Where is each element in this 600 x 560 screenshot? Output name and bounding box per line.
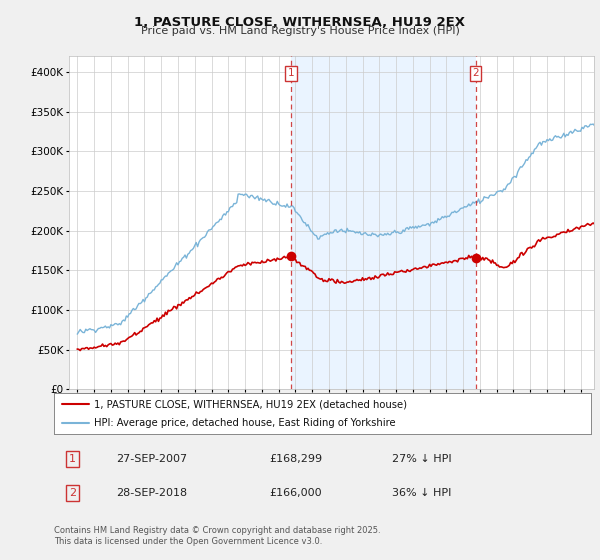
Text: 2: 2 — [472, 68, 479, 78]
Text: £166,000: £166,000 — [269, 488, 322, 498]
Text: £168,299: £168,299 — [269, 454, 322, 464]
Text: 1: 1 — [69, 454, 76, 464]
Text: Price paid vs. HM Land Registry's House Price Index (HPI): Price paid vs. HM Land Registry's House … — [140, 26, 460, 36]
Text: 36% ↓ HPI: 36% ↓ HPI — [392, 488, 452, 498]
Text: Contains HM Land Registry data © Crown copyright and database right 2025.
This d: Contains HM Land Registry data © Crown c… — [54, 526, 380, 546]
Text: 2: 2 — [69, 488, 76, 498]
Text: 1, PASTURE CLOSE, WITHERNSEA, HU19 2EX: 1, PASTURE CLOSE, WITHERNSEA, HU19 2EX — [134, 16, 466, 29]
Text: 27% ↓ HPI: 27% ↓ HPI — [392, 454, 452, 464]
Text: 1: 1 — [288, 68, 295, 78]
Bar — [291, 56, 476, 389]
Text: 28-SEP-2018: 28-SEP-2018 — [116, 488, 187, 498]
Text: 27-SEP-2007: 27-SEP-2007 — [116, 454, 187, 464]
Text: 1, PASTURE CLOSE, WITHERNSEA, HU19 2EX (detached house): 1, PASTURE CLOSE, WITHERNSEA, HU19 2EX (… — [94, 399, 407, 409]
Text: HPI: Average price, detached house, East Riding of Yorkshire: HPI: Average price, detached house, East… — [94, 418, 396, 428]
